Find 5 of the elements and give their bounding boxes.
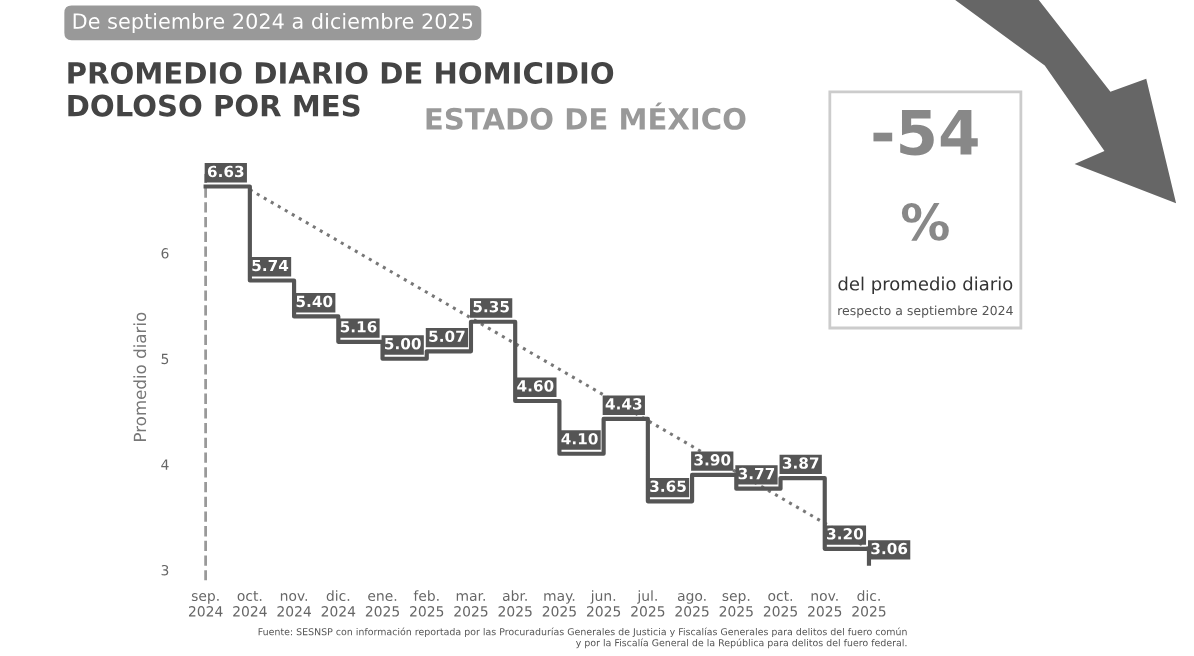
text: De septiembre 2024 a diciembre 2025 [73,12,473,34]
text: % [901,203,949,241]
y-axis-title: Promedio diario [133,312,147,441]
text: -54 [873,110,978,156]
annotation: del promedio diario [838,276,1013,295]
